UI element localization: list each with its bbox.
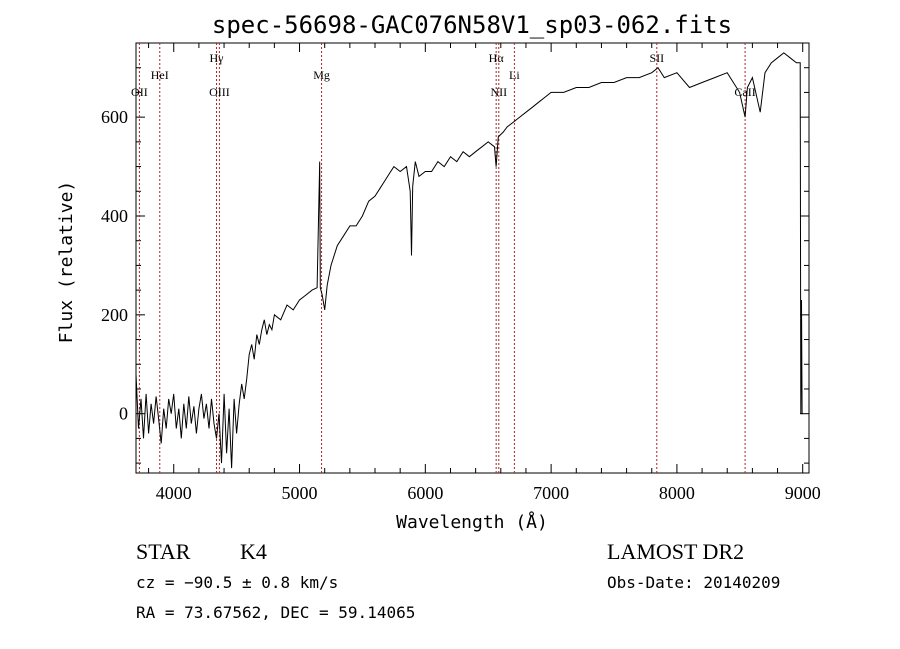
x-tick-label: 4000 xyxy=(156,483,192,503)
y-tick-label: 0 xyxy=(119,404,128,424)
observation-date: Obs-Date: 20140209 xyxy=(607,573,780,592)
x-axis: 4000 5000 6000 7000 8000 9000 xyxy=(148,43,821,503)
x-tick-label: 6000 xyxy=(407,483,443,503)
plot-frame xyxy=(135,42,810,474)
spectral-line-label: Hα xyxy=(489,51,505,65)
spectral-line-label: SII xyxy=(649,51,664,65)
y-tick-label: 600 xyxy=(101,107,128,127)
chart-title: spec-56698-GAC076N58V1_sp03-062.fits xyxy=(212,11,732,39)
spectral-line-label: HeI xyxy=(151,68,169,82)
object-class: STAR xyxy=(136,539,191,564)
spectral-line-label: CaII xyxy=(734,85,755,99)
x-tick-label: 5000 xyxy=(282,483,318,503)
y-tick-label: 400 xyxy=(101,206,128,226)
spectral-line-label: Li xyxy=(509,68,520,82)
survey-name: LAMOST DR2 xyxy=(607,539,744,564)
spectral-line-label: NII xyxy=(490,85,507,99)
x-tick-label: 8000 xyxy=(659,483,695,503)
spectral-line-label: Hγ xyxy=(210,51,225,65)
coordinates: RA = 73.67562, DEC = 59.14065 xyxy=(136,603,415,622)
x-axis-label: Wavelength (Å) xyxy=(396,511,548,533)
x-tick-label: 9000 xyxy=(785,483,821,503)
spectral-line-label: Mg xyxy=(313,68,330,82)
y-tick-label: 200 xyxy=(101,305,128,325)
spectrum-line xyxy=(135,52,803,469)
object-subclass: K4 xyxy=(240,539,267,564)
spectral-line-label: OII xyxy=(131,85,148,99)
y-axis: 0 200 400 600 xyxy=(101,42,809,464)
redshift-cz: cz = −90.5 ± 0.8 km/s xyxy=(136,573,338,592)
y-axis-label: Flux (relative) xyxy=(56,181,77,344)
x-tick-label: 7000 xyxy=(533,483,569,503)
spectral-line-label: OIII xyxy=(209,85,230,99)
